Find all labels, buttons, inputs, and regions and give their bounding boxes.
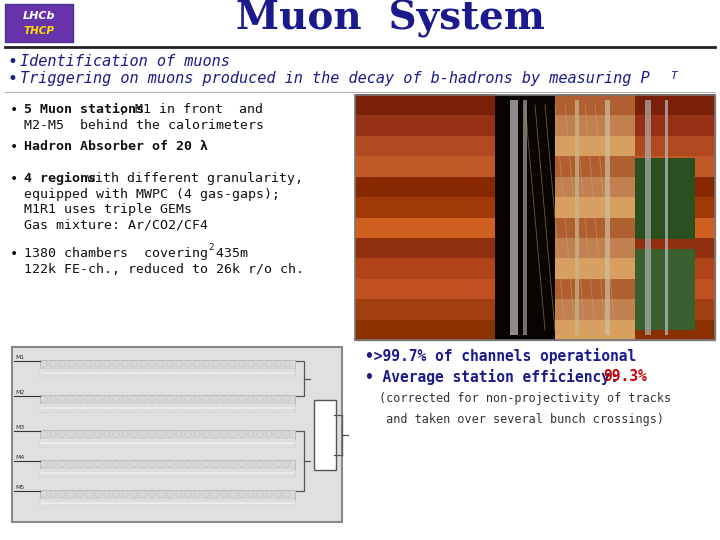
Bar — [40, 469, 295, 477]
Bar — [555, 196, 635, 218]
Bar — [355, 278, 495, 299]
Text: LHCb: LHCb — [23, 11, 55, 21]
Text: •: • — [10, 247, 18, 261]
Bar — [355, 155, 495, 177]
Bar — [555, 176, 635, 197]
Bar — [555, 319, 715, 340]
Bar — [555, 258, 635, 279]
Text: Gas mixture: Ar/CO2/CF4: Gas mixture: Ar/CO2/CF4 — [24, 218, 208, 231]
Bar — [665, 100, 668, 335]
Bar — [355, 94, 495, 116]
Bar — [40, 360, 295, 369]
Text: M4: M4 — [15, 455, 24, 460]
Text: Muon  System: Muon System — [235, 0, 544, 38]
Text: THCP: THCP — [24, 26, 55, 36]
Bar — [555, 155, 635, 177]
Text: and taken over several bunch crossings): and taken over several bunch crossings) — [379, 413, 664, 426]
Bar — [40, 439, 295, 447]
Bar — [40, 490, 295, 499]
Text: Identification of muons: Identification of muons — [20, 55, 230, 70]
Bar — [355, 114, 495, 136]
Text: T: T — [670, 71, 677, 81]
Bar — [555, 135, 715, 156]
Bar — [635, 158, 695, 239]
Bar — [555, 196, 715, 218]
Bar — [40, 395, 295, 404]
Bar — [555, 94, 635, 116]
Text: with different granularity,: with different granularity, — [79, 172, 303, 185]
Bar — [635, 249, 695, 330]
Bar — [555, 258, 715, 279]
Text: 99.3%: 99.3% — [603, 369, 647, 384]
Bar — [555, 155, 715, 177]
Bar — [355, 176, 495, 197]
Bar — [555, 298, 715, 320]
Bar — [355, 95, 715, 340]
Bar — [555, 278, 715, 299]
Text: equipped with MWPC (4 gas-gaps);: equipped with MWPC (4 gas-gaps); — [24, 188, 280, 201]
Bar — [645, 100, 651, 335]
Bar — [555, 135, 635, 156]
Bar — [555, 94, 715, 116]
Text: •: • — [10, 140, 18, 154]
Text: M3: M3 — [15, 425, 24, 430]
Bar — [355, 217, 495, 238]
Bar — [555, 217, 635, 238]
Bar — [355, 135, 495, 156]
Bar — [314, 400, 336, 470]
Bar — [523, 100, 527, 335]
Bar — [355, 258, 495, 279]
Text: M1R1 uses triple GEMs: M1R1 uses triple GEMs — [24, 203, 192, 216]
Bar — [555, 319, 635, 340]
Text: 4 regions: 4 regions — [24, 172, 96, 185]
Text: Triggering on muons produced in the decay of b-hadrons by measuring P: Triggering on muons produced in the deca… — [20, 71, 649, 86]
Text: M2-M5  behind the calorimeters: M2-M5 behind the calorimeters — [24, 119, 264, 132]
Text: •: • — [10, 172, 18, 186]
Bar — [355, 298, 495, 320]
Text: •: • — [8, 53, 18, 71]
Bar — [555, 237, 635, 258]
Bar — [5, 4, 73, 42]
Bar — [40, 369, 295, 377]
Bar — [510, 100, 518, 335]
Text: • Average station efficiency:: • Average station efficiency: — [365, 369, 628, 385]
Text: 1380 chambers  covering 435m: 1380 chambers covering 435m — [24, 247, 248, 260]
Bar — [40, 460, 295, 469]
Bar — [575, 100, 579, 335]
Bar — [355, 319, 495, 340]
Text: •: • — [10, 103, 18, 117]
Bar — [40, 404, 295, 412]
Bar — [355, 95, 715, 340]
Bar — [12, 347, 342, 522]
Text: M1: M1 — [15, 355, 24, 360]
Bar — [495, 95, 555, 340]
Text: M5: M5 — [15, 485, 24, 490]
Bar — [355, 196, 495, 218]
Bar — [555, 114, 715, 136]
Text: •: • — [8, 70, 18, 88]
Text: , M1 in front  and: , M1 in front and — [119, 103, 263, 116]
Bar — [40, 430, 295, 439]
Bar — [555, 298, 635, 320]
Text: 5 Muon stations: 5 Muon stations — [24, 103, 144, 116]
Bar — [355, 237, 495, 258]
Text: 122k FE-ch., reduced to 26k r/o ch.: 122k FE-ch., reduced to 26k r/o ch. — [24, 263, 304, 276]
Bar — [555, 237, 715, 258]
Bar — [555, 278, 635, 299]
Text: (corrected for non-projectivity of tracks: (corrected for non-projectivity of track… — [379, 392, 671, 405]
Text: Hadron Absorber of 20 λ: Hadron Absorber of 20 λ — [24, 140, 208, 153]
Text: M2: M2 — [15, 390, 24, 395]
Text: 2: 2 — [208, 243, 213, 252]
Bar — [555, 217, 715, 238]
Text: •>99.7% of channels operational: •>99.7% of channels operational — [365, 348, 636, 364]
Bar — [605, 100, 610, 335]
Bar — [555, 114, 635, 136]
Bar — [555, 176, 715, 197]
Bar — [40, 499, 295, 507]
